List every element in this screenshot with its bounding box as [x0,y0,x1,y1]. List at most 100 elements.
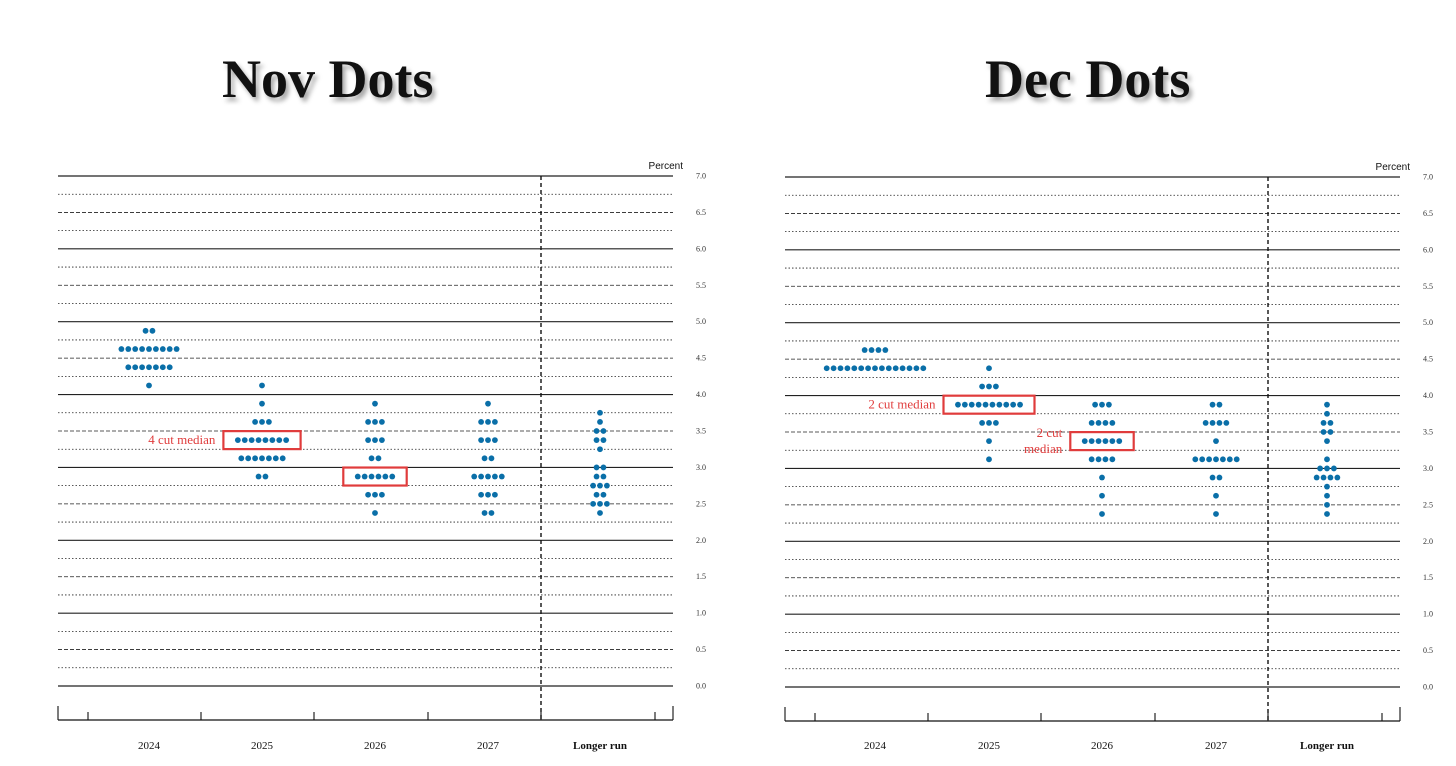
dot [1081,438,1088,445]
dot [590,500,596,507]
dot [478,491,484,498]
y-tick-label: 0.5 [1423,646,1433,655]
dot [1116,438,1123,445]
x-category-label: Longer run [1300,740,1354,752]
dot [166,346,173,352]
dot [259,382,265,389]
chart-panel-1: 0.0 0.5 1.0 1.5 2.0 2.5 3.0 3.5 4.0 4.5 5.0 5.5 6.0 6… [784,162,1433,752]
dot [1209,474,1216,481]
dot [1327,474,1334,481]
dot [1102,456,1109,463]
dot [986,456,992,463]
y-tick-label: 6.5 [696,208,706,217]
x-category-label: 2025 [978,740,1001,752]
y-tick-label: 6.5 [1423,209,1433,218]
y-tick-label: 3.5 [1423,428,1433,437]
unit-label: Percent [1376,162,1411,173]
panel-title-nov: Nov Dots [222,49,434,109]
dot [1223,419,1230,426]
median-annotation-label: median [1024,441,1063,456]
dot [899,365,906,372]
dot [159,346,166,352]
dot [600,437,607,444]
y-tick-label: 7.0 [696,172,706,181]
dot [837,365,844,372]
dot [1327,429,1334,435]
y-tick-label: 2.5 [696,499,706,508]
dot [1324,492,1330,499]
dot [865,365,871,372]
dot [892,365,899,372]
dot [372,510,378,516]
dot [361,473,368,480]
dot [604,500,610,507]
dot [961,401,968,408]
dot [593,491,600,498]
dot [597,510,603,516]
dot [1192,456,1199,463]
dot [1233,456,1240,463]
dot [389,473,396,480]
dot [1095,456,1102,463]
dot [600,464,607,471]
panel-title-dec: Dec Dots [985,49,1191,109]
dot [1088,438,1095,445]
dot [885,365,892,372]
dot [906,365,913,372]
dot [1324,511,1330,517]
median-highlight-box [1069,431,1135,452]
dot [1331,465,1337,472]
dot [492,418,498,425]
dot [1017,401,1023,408]
y-tick-label: 3.0 [696,463,706,472]
median-highlight-box [942,394,1036,415]
y-tick-label: 3.0 [1423,464,1433,473]
dot [1320,419,1327,426]
dot [1324,501,1330,508]
dot [153,364,159,371]
dot [259,400,265,407]
dot [375,473,382,480]
dot [255,437,262,444]
dot [593,464,600,471]
dot [259,418,265,425]
dot [593,473,600,480]
dot [1216,419,1223,426]
dot [920,365,927,372]
dot [372,437,378,444]
dot [593,428,600,434]
chart-panel-0: 0.0 0.5 1.0 1.5 2.0 2.5 3.0 3.5 4.0 4.5 5.0 5.5 6.0 6… [57,161,706,752]
dot [125,364,132,371]
y-tick-label: 1.5 [1423,573,1433,582]
dot [955,401,961,408]
dot [861,347,868,353]
dot [1102,438,1109,445]
x-category-label: 2024 [864,740,887,752]
dot [279,455,286,462]
dot [139,364,146,371]
y-tick-label: 2.0 [1423,537,1433,546]
dot [248,437,255,444]
y-tick-label: 5.5 [696,281,706,290]
dot [498,473,505,480]
dot [1317,465,1323,472]
dot [1099,474,1105,481]
dot [975,401,982,408]
dot [1213,492,1219,499]
dot [872,365,878,372]
dot [600,428,607,434]
y-tick-label: 7.0 [1423,173,1433,182]
dot [1320,429,1327,435]
dot [1092,401,1098,408]
dot [979,383,985,390]
dot [604,482,610,489]
dot [597,446,603,453]
dot [245,455,252,462]
dot [485,473,491,480]
dot [979,419,985,426]
dot [252,418,258,425]
dot [1216,401,1223,408]
dot [1209,419,1216,426]
y-tick-label: 5.0 [1423,318,1433,327]
dot [986,383,992,390]
